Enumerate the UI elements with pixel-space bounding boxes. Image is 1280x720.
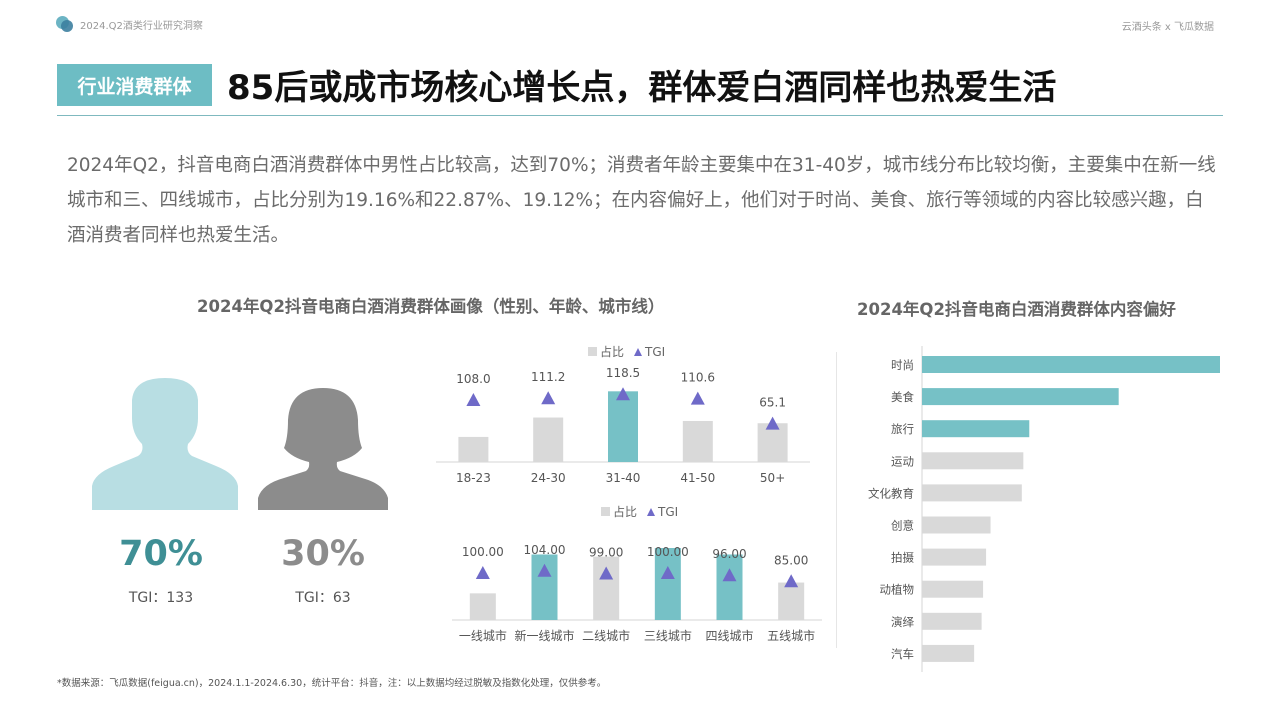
legend-share-swatch xyxy=(601,507,610,516)
tgi-marker-一线城市 xyxy=(475,566,490,579)
tgi-marker-18-23 xyxy=(466,393,481,406)
tgi-label-50+: 65.1 xyxy=(759,396,786,410)
category-label-一线城市: 一线城市 xyxy=(459,628,507,643)
tgi-label-41-50: 110.6 xyxy=(681,371,715,385)
category-label-三线城市: 三线城市 xyxy=(644,628,692,643)
bar-拍摄 xyxy=(922,548,987,566)
footnote: *数据来源：飞瓜数据(feigua.cn)，2024.1.1-2024.6.30… xyxy=(57,678,607,689)
chart-legend: 占比 TGI xyxy=(601,504,678,519)
city-chart: 占比 TGI 100.00 一线城市 104.00 新一线城市 99.00 二线城市 100.0… xyxy=(452,504,822,643)
bar-运动 xyxy=(922,452,1024,470)
category-label-24-30: 24-30 xyxy=(531,471,566,485)
bar-美食 xyxy=(922,388,1119,406)
category-label-汽车: 汽车 xyxy=(891,647,914,661)
bar-四线城市 xyxy=(716,554,743,620)
male-tgi: TGI：133 xyxy=(128,590,194,606)
bar-24-30 xyxy=(533,417,564,462)
category-label-五线城市: 五线城市 xyxy=(767,628,815,643)
chart-legend: 占比 TGI xyxy=(588,344,665,359)
tgi-marker-31-40 xyxy=(616,387,630,401)
category-label-创意: 创意 xyxy=(891,519,914,533)
tgi-marker-新一线城市 xyxy=(537,563,552,577)
bar-三线城市 xyxy=(654,548,681,620)
bar-动植物 xyxy=(922,580,984,598)
bar-二线城市 xyxy=(593,556,620,620)
category-label-文化教育: 文化教育 xyxy=(868,486,914,500)
category-label-美食: 美食 xyxy=(891,390,914,404)
bar-18-23 xyxy=(458,436,489,462)
category-label-四线城市: 四线城市 xyxy=(705,628,753,643)
bar-五线城市 xyxy=(778,582,805,620)
female-percentage: 30% xyxy=(281,534,365,574)
category-label-运动: 运动 xyxy=(891,454,914,468)
category-label-41-50: 41-50 xyxy=(680,471,715,485)
tgi-label-31-40: 118.5 xyxy=(606,366,640,380)
tgi-label-一线城市: 100.00 xyxy=(462,545,504,559)
tgi-label-三线城市: 100.00 xyxy=(647,545,689,559)
age-chart: 占比 TGI 108.0 18-23 111.2 24-30 118.5 31-40 110.6… xyxy=(436,344,810,485)
report-title: 2024.Q2酒类行业研究洞察 xyxy=(80,20,203,32)
report-title-bar: 2024.Q2酒类行业研究洞察 xyxy=(56,16,203,32)
tgi-marker-三线城市 xyxy=(660,566,675,579)
female-silhouette-icon xyxy=(258,388,388,510)
category-label-新一线城市: 新一线城市 xyxy=(514,628,574,643)
category-label-31-40: 31-40 xyxy=(606,471,641,485)
brand-label: 云酒头条 x 飞瓜数据 xyxy=(1121,22,1214,33)
female-tgi: TGI：63 xyxy=(295,590,351,606)
bar-50+ xyxy=(757,423,788,462)
category-label-18-23: 18-23 xyxy=(456,471,491,485)
legend-tgi-label: TGI xyxy=(657,505,678,519)
tgi-marker-四线城市 xyxy=(722,568,737,582)
bar-时尚 xyxy=(922,356,1220,373)
category-label-动植物: 动植物 xyxy=(880,583,915,597)
bar-旅行 xyxy=(922,420,1030,438)
bar-41-50 xyxy=(682,420,713,462)
tgi-label-24-30: 111.2 xyxy=(531,370,565,384)
legend-share-label: 占比 xyxy=(613,504,637,519)
vertical-divider xyxy=(836,352,837,648)
category-label-拍摄: 拍摄 xyxy=(891,551,914,565)
bar-演绎 xyxy=(922,612,982,630)
legend-tgi-label: TGI xyxy=(644,345,665,359)
category-label-时尚: 时尚 xyxy=(891,358,914,372)
legend-share-swatch xyxy=(588,347,597,356)
tgi-marker-五线城市 xyxy=(784,574,799,588)
category-label-演绎: 演绎 xyxy=(891,615,914,629)
male-percentage: 70% xyxy=(119,534,203,574)
headline: 85后或成市场核心增长点，群体爱白酒同样也热爱生活 xyxy=(227,68,1057,108)
tgi-marker-24-30 xyxy=(541,391,556,405)
bar-一线城市 xyxy=(469,593,496,620)
tgi-label-五线城市: 85.00 xyxy=(774,553,808,567)
tgi-label-18-23: 108.0 xyxy=(456,372,490,386)
legend-tgi-marker xyxy=(634,348,642,356)
tgi-label-四线城市: 96.00 xyxy=(712,547,746,561)
header-row: 行业消费群体 85后或成市场核心增长点，群体爱白酒同样也热爱生活 xyxy=(57,62,1223,116)
category-label-50+: 50+ xyxy=(760,471,785,485)
section-tag: 行业消费群体 xyxy=(57,64,212,106)
bar-汽车 xyxy=(922,644,975,662)
legend-share-label: 占比 xyxy=(600,344,624,359)
summary-text: 2024年Q2，抖音电商白酒消费群体中男性占比较高，达到70%；消费者年龄主要集… xyxy=(67,155,1216,246)
right-section-title: 2024年Q2抖音电商白酒消费群体内容偏好 xyxy=(857,300,1176,319)
tgi-marker-41-50 xyxy=(690,391,705,405)
tgi-label-新一线城市: 104.00 xyxy=(524,543,566,557)
tgi-marker-二线城市 xyxy=(599,566,614,580)
category-label-旅行: 旅行 xyxy=(891,422,914,436)
bar-创意 xyxy=(922,516,991,534)
category-label-二线城市: 二线城市 xyxy=(582,628,630,643)
legend-tgi-marker xyxy=(647,508,655,516)
male-silhouette-icon xyxy=(92,378,238,510)
tgi-label-二线城市: 99.00 xyxy=(589,546,623,560)
left-section-title: 2024年Q2抖音电商白酒消费群体画像（性别、年龄、城市线） xyxy=(197,297,665,316)
logo-icon xyxy=(56,16,74,32)
bar-文化教育 xyxy=(922,484,1022,502)
tgi-marker-50+ xyxy=(765,416,780,430)
bar-31-40 xyxy=(608,391,638,462)
